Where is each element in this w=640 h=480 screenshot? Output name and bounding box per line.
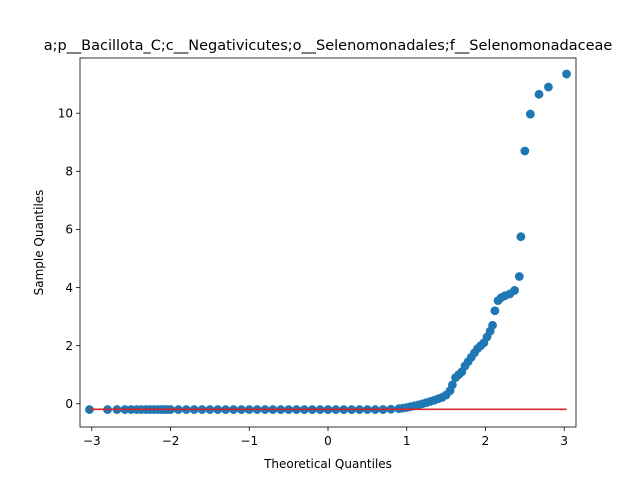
data-point xyxy=(544,82,553,92)
data-point xyxy=(562,69,571,79)
x-tick-label: 2 xyxy=(482,434,490,448)
y-tick-label: 0 xyxy=(65,397,73,411)
x-tick-label: 0 xyxy=(324,434,332,448)
data-point xyxy=(514,272,524,281)
data-point xyxy=(516,232,526,242)
x-tick-label: −1 xyxy=(240,434,258,448)
data-point xyxy=(488,320,497,330)
x-tick-label: −2 xyxy=(162,434,180,448)
chart-title: a;p__Bacillota_C;c__Negativicutes;o__Sel… xyxy=(44,38,613,54)
x-axis-label: Theoretical Quantiles xyxy=(263,457,392,471)
x-tick-label: 3 xyxy=(560,434,568,448)
y-tick-label: 2 xyxy=(65,339,73,353)
x-axis-ticks: −3 −2 −1 0 1 2 3 xyxy=(83,427,568,448)
x-tick-label: −3 xyxy=(83,434,101,448)
data-point xyxy=(534,89,544,99)
points-layer xyxy=(85,69,571,414)
data-point xyxy=(490,306,500,316)
data-point xyxy=(447,380,457,390)
data-point xyxy=(510,286,519,295)
y-axis-label: Sample Quantiles xyxy=(32,190,46,296)
x-tick-label: 1 xyxy=(403,434,411,448)
y-axis-ticks: 0 2 4 6 8 10 xyxy=(58,107,80,411)
data-point xyxy=(520,146,530,156)
y-tick-label: 10 xyxy=(58,107,73,121)
y-tick-label: 6 xyxy=(65,223,73,237)
y-tick-label: 4 xyxy=(65,281,73,295)
data-point xyxy=(525,109,535,119)
y-tick-label: 8 xyxy=(65,165,73,179)
